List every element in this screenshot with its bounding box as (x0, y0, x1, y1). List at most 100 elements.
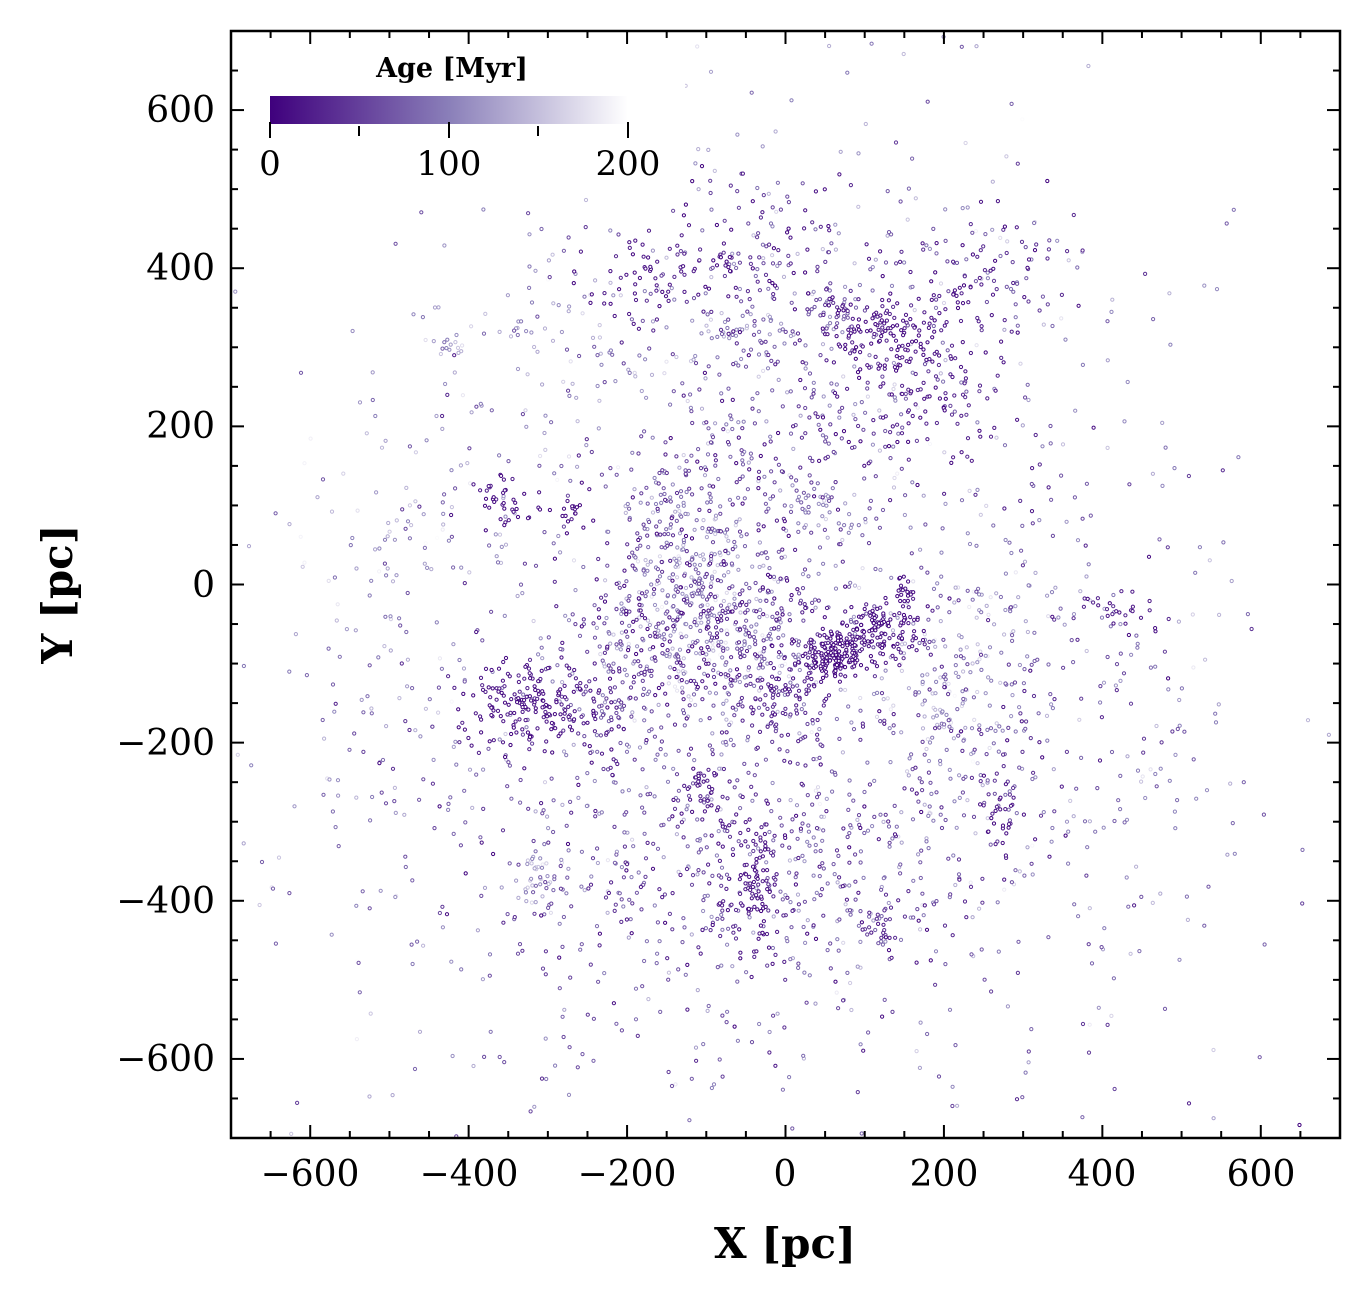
star-point (913, 692, 918, 697)
star-point (822, 498, 827, 503)
star-point (769, 714, 774, 719)
star-point (939, 328, 944, 333)
star-point (471, 693, 476, 698)
star-point (626, 598, 631, 603)
star-point (710, 606, 715, 611)
star-point (761, 317, 766, 322)
star-point (810, 608, 815, 614)
star-point (1002, 224, 1008, 229)
star-point (640, 984, 645, 989)
star-point (612, 685, 618, 690)
star-point (823, 517, 829, 522)
star-point (823, 665, 828, 670)
star-point (837, 649, 842, 654)
star-point (489, 705, 494, 710)
star-point (451, 744, 456, 750)
star-point (578, 947, 583, 952)
star-point (796, 521, 801, 526)
star-point (377, 569, 382, 574)
star-point (608, 301, 613, 306)
star-point (524, 424, 529, 429)
star-point (760, 144, 765, 149)
star-point (810, 654, 815, 659)
star-point (937, 725, 942, 730)
star-point (978, 652, 984, 657)
star-point (810, 458, 815, 464)
star-point (930, 735, 935, 740)
star-point (864, 329, 870, 334)
star-point (805, 247, 810, 252)
star-point (776, 377, 781, 382)
star-point (790, 684, 795, 689)
star-point (735, 1038, 741, 1043)
star-point (787, 845, 792, 850)
star-point (823, 439, 828, 444)
star-point (986, 792, 991, 797)
star-point (627, 609, 632, 614)
star-point (609, 747, 614, 752)
star-point (750, 406, 755, 411)
star-point (838, 672, 843, 677)
star-point (722, 319, 728, 325)
star-point (802, 226, 807, 231)
star-point (1040, 294, 1046, 299)
star-point (509, 731, 514, 737)
star-point (750, 891, 755, 896)
star-point (1002, 632, 1007, 637)
star-point (840, 884, 845, 889)
star-point (400, 507, 405, 512)
star-point (683, 533, 689, 539)
star-point (750, 396, 755, 401)
star-point (1080, 1021, 1086, 1027)
star-point (560, 1014, 565, 1019)
star-point (599, 362, 604, 367)
star-point (570, 381, 575, 386)
star-point (833, 563, 838, 568)
star-point (1020, 423, 1025, 428)
star-point (656, 621, 661, 626)
star-point (546, 258, 552, 263)
star-point (773, 456, 778, 461)
star-point (977, 657, 982, 662)
star-point (662, 491, 667, 497)
star-point (856, 204, 861, 209)
star-point (750, 864, 756, 869)
star-point (720, 794, 725, 799)
star-point (775, 909, 780, 914)
star-point (560, 944, 565, 950)
star-point (390, 1093, 395, 1098)
star-point (660, 895, 665, 900)
star-point (660, 289, 665, 294)
star-point (927, 639, 932, 645)
star-point (626, 641, 631, 647)
star-point (740, 327, 745, 332)
star-point (421, 512, 426, 517)
star-point (566, 388, 571, 393)
star-point (960, 701, 965, 706)
star-point (752, 904, 757, 910)
star-point (957, 795, 962, 801)
star-point (636, 870, 641, 875)
star-point (681, 663, 686, 669)
star-point (947, 610, 952, 615)
star-point (841, 826, 846, 831)
star-point (829, 381, 834, 386)
star-point (1082, 819, 1088, 824)
star-point (794, 711, 800, 716)
star-point (919, 848, 924, 853)
star-point (537, 507, 543, 512)
star-point (948, 776, 953, 781)
star-point (894, 261, 899, 266)
star-point (1002, 443, 1008, 448)
star-point (960, 689, 965, 694)
star-point (728, 668, 733, 673)
star-point (802, 679, 807, 684)
star-point (628, 917, 633, 922)
star-point (689, 557, 695, 562)
star-point (585, 771, 590, 776)
star-point (681, 597, 687, 602)
star-point (989, 678, 994, 683)
star-point (888, 331, 893, 336)
star-point (935, 722, 940, 727)
star-point (797, 591, 802, 596)
